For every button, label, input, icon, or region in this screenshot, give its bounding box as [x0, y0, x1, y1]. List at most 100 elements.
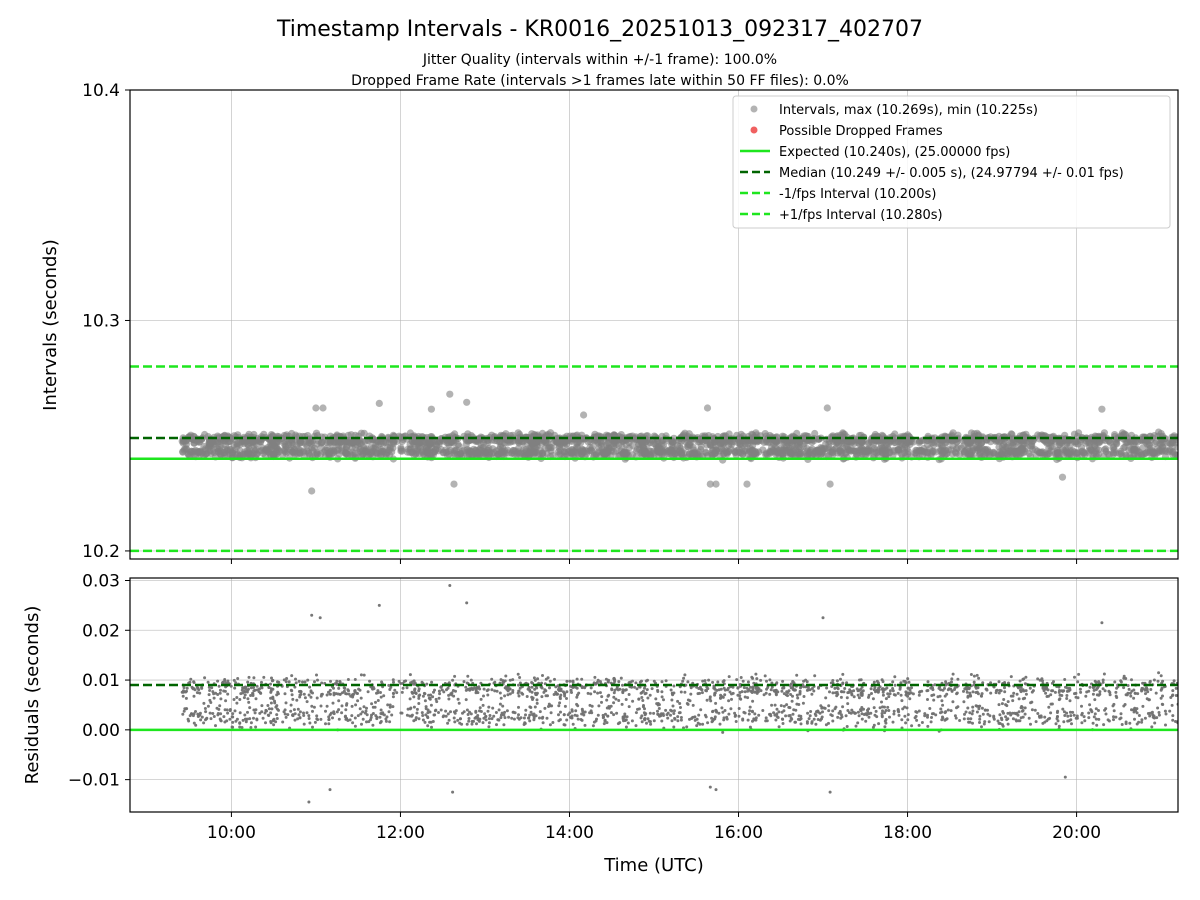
- data-point: [885, 686, 889, 690]
- data-point: [499, 713, 503, 717]
- data-point: [1066, 686, 1069, 690]
- data-point: [688, 699, 692, 703]
- data-point: [289, 703, 293, 707]
- data-point: [711, 680, 715, 684]
- data-point: [918, 690, 922, 694]
- data-point: [379, 691, 382, 694]
- data-point: [495, 689, 499, 693]
- data-point: [862, 707, 865, 711]
- data-point: [849, 690, 853, 693]
- data-point: [391, 691, 395, 695]
- data-point: [939, 448, 948, 456]
- data-point: [697, 687, 701, 690]
- data-point: [612, 691, 616, 695]
- data-point: [297, 679, 301, 683]
- data-point: [1171, 689, 1175, 693]
- data-point: [327, 718, 331, 722]
- data-point: [999, 716, 1003, 720]
- data-point: [517, 705, 520, 709]
- data-point: [360, 722, 363, 726]
- data-point: [286, 713, 290, 717]
- data-point: [1104, 712, 1108, 716]
- data-point: [1141, 704, 1145, 708]
- data-point: [645, 688, 649, 692]
- data-point: [528, 713, 532, 717]
- data-point: [1129, 694, 1133, 698]
- data-point: [1002, 698, 1006, 701]
- data-point: [812, 717, 816, 721]
- figure-subtitle-jitter: Jitter Quality (intervals within +/-1 fr…: [422, 52, 777, 68]
- data-point: [425, 439, 434, 447]
- data-point: [791, 712, 795, 716]
- legend-median: Median (10.249 +/- 0.005 s), (24.97794 +…: [779, 166, 1124, 181]
- data-point: [330, 449, 338, 457]
- data-point: [503, 710, 507, 714]
- data-point: [335, 710, 339, 714]
- data-point: [181, 712, 185, 716]
- outlier-point: [1058, 473, 1067, 481]
- data-point: [892, 693, 896, 697]
- data-point: [754, 687, 758, 690]
- data-point: [854, 724, 858, 728]
- data-point: [616, 688, 620, 692]
- data-point: [457, 701, 461, 705]
- data-point: [466, 447, 474, 455]
- data-point: [908, 697, 912, 701]
- data-point: [558, 701, 562, 705]
- data-point: [1041, 721, 1045, 725]
- data-point: [640, 679, 643, 683]
- data-point: [571, 680, 575, 684]
- data-point: [930, 694, 934, 697]
- data-point: [752, 718, 756, 722]
- data-point: [1065, 697, 1069, 700]
- data-point: [630, 719, 634, 723]
- data-point: [968, 711, 972, 715]
- data-point: [1113, 680, 1117, 684]
- data-point: [860, 717, 864, 721]
- data-point: [814, 722, 818, 726]
- data-point: [1174, 694, 1178, 697]
- data-point: [446, 721, 450, 725]
- data-point: [1155, 716, 1159, 720]
- data-point: [1137, 714, 1141, 717]
- data-point: [310, 704, 314, 708]
- data-point: [226, 679, 230, 683]
- data-point: [1073, 675, 1076, 679]
- residuals-reference-lines: [130, 683, 1178, 732]
- data-point: [308, 685, 312, 689]
- data-point: [624, 698, 628, 701]
- data-point: [749, 689, 753, 693]
- data-point: [400, 690, 404, 694]
- data-point: [844, 714, 848, 718]
- data-point: [490, 688, 494, 692]
- data-point: [971, 705, 975, 709]
- data-point: [1020, 709, 1024, 713]
- data-point: [551, 721, 555, 724]
- data-point: [390, 713, 394, 717]
- data-point: [332, 710, 336, 714]
- data-point: [788, 683, 792, 687]
- data-point: [810, 692, 814, 696]
- data-point: [525, 695, 529, 698]
- data-point: [284, 448, 292, 456]
- outlier-point: [375, 399, 383, 407]
- outlier-point: [1100, 621, 1104, 625]
- data-point: [825, 440, 833, 448]
- data-point: [254, 697, 258, 701]
- data-point: [265, 709, 268, 713]
- data-point: [269, 711, 273, 715]
- data-point: [514, 429, 522, 437]
- data-point: [995, 688, 999, 692]
- data-point: [534, 693, 538, 697]
- data-point: [678, 702, 682, 705]
- data-point: [226, 437, 234, 445]
- data-point: [886, 705, 890, 709]
- data-point: [875, 715, 879, 719]
- data-point: [1015, 692, 1019, 696]
- data-point: [997, 691, 1001, 695]
- data-point: [269, 690, 273, 694]
- data-point: [972, 680, 976, 684]
- data-point: [1017, 445, 1025, 453]
- data-point: [763, 674, 767, 678]
- data-point: [565, 679, 569, 683]
